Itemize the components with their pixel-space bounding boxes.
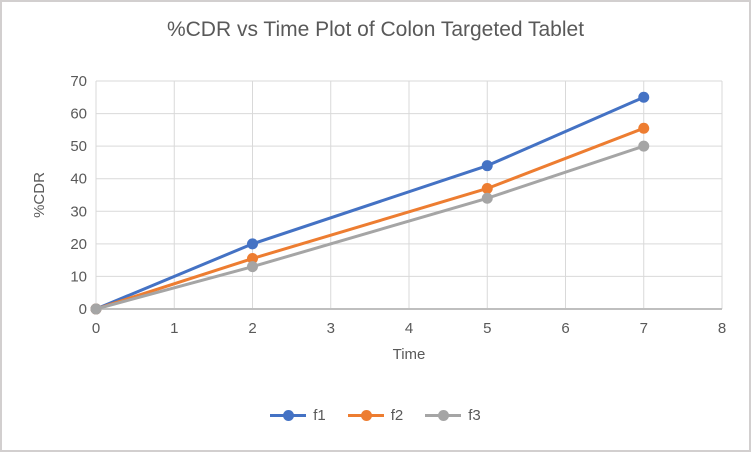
data-point-f3-x7 bbox=[638, 140, 650, 152]
series-line-f1 bbox=[94, 95, 646, 311]
y-tick-label-10: 10 bbox=[70, 268, 87, 285]
x-tick-label-6: 6 bbox=[561, 320, 569, 337]
data-point-f3-x0 bbox=[90, 303, 102, 315]
x-tick-label-1: 1 bbox=[170, 320, 178, 337]
x-tick-label-3: 3 bbox=[327, 320, 335, 337]
legend: f1 f2 f3 bbox=[2, 407, 749, 424]
data-point-f2-x2 bbox=[247, 253, 258, 265]
data-point-f3-x5 bbox=[481, 192, 493, 204]
data-point-f1-x7 bbox=[638, 91, 650, 103]
y-tick-label-50: 50 bbox=[70, 138, 87, 155]
legend-marker-icon-f3 bbox=[425, 410, 462, 421]
legend-marker-icon-f2 bbox=[347, 410, 384, 421]
legend-dot-icon-f1 bbox=[283, 410, 295, 421]
y-tick-label-60: 60 bbox=[70, 106, 87, 123]
chart-title: %CDR vs Time Plot of Colon Targeted Tabl… bbox=[166, 18, 585, 41]
legend-item-f1: f1 bbox=[270, 407, 326, 424]
y-tick-label-0: 0 bbox=[79, 301, 87, 318]
series-line-f2 bbox=[94, 126, 646, 311]
y-tick-label-30: 30 bbox=[70, 203, 87, 220]
legend-marker-icon-f1 bbox=[270, 410, 307, 421]
x-tick-label-2: 2 bbox=[248, 320, 256, 337]
x-tick-label-7: 7 bbox=[640, 320, 648, 337]
legend-dot-icon-f3 bbox=[438, 410, 450, 421]
legend-label-f3: f3 bbox=[468, 407, 481, 424]
y-tick-label-40: 40 bbox=[70, 171, 87, 188]
data-point-f1-x5 bbox=[481, 160, 493, 172]
x-tick-label-0: 0 bbox=[92, 320, 100, 337]
data-point-f2-x7 bbox=[638, 122, 650, 134]
legend-item-f3: f3 bbox=[425, 407, 481, 424]
y-tick-label-70: 70 bbox=[70, 73, 87, 90]
x-tick-label-8: 8 bbox=[718, 320, 726, 337]
x-axis-title: Time bbox=[392, 346, 426, 363]
legend-item-f2: f2 bbox=[347, 407, 404, 424]
legend-label-f1: f1 bbox=[313, 407, 326, 424]
y-axis-title: %CDR bbox=[31, 172, 48, 218]
data-point-f1-x2 bbox=[247, 238, 258, 250]
y-tick-label-20: 20 bbox=[70, 236, 87, 253]
data-point-f2-x5 bbox=[481, 182, 493, 194]
x-tick-label-5: 5 bbox=[483, 320, 491, 337]
legend-label-f2: f2 bbox=[390, 407, 404, 424]
legend-dot-icon-f2 bbox=[360, 410, 372, 421]
data-point-f3-x2 bbox=[247, 261, 258, 273]
x-tick-label-4: 4 bbox=[405, 320, 413, 337]
series-line-f3 bbox=[94, 144, 646, 311]
